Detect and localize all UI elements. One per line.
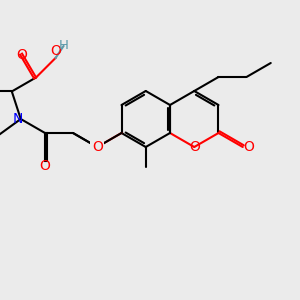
Text: O: O (92, 140, 103, 154)
Text: O: O (92, 140, 103, 154)
Text: O: O (16, 48, 28, 62)
Text: N: N (13, 112, 23, 126)
Text: O: O (50, 44, 61, 58)
Text: H: H (58, 39, 68, 52)
Text: O: O (189, 140, 200, 154)
Text: O: O (40, 159, 50, 173)
Text: O: O (243, 140, 254, 154)
